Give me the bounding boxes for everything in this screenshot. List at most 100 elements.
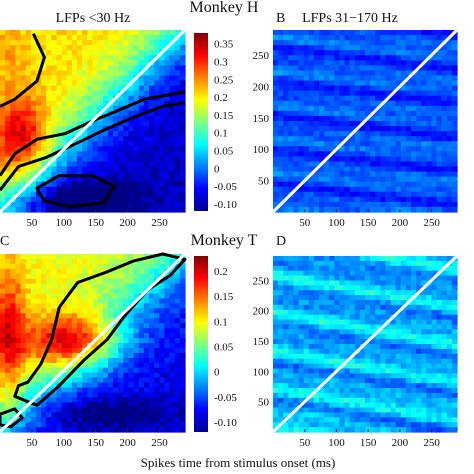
heatmap-cell — [15, 372, 22, 379]
heatmap-cell — [149, 30, 155, 36]
heatmap-cell — [56, 273, 63, 280]
heatmap-cell — [154, 201, 160, 208]
heatmap-cell — [154, 323, 160, 329]
heatmap-cell — [375, 206, 381, 213]
heatmap-cell — [41, 283, 47, 290]
heatmap-cell — [308, 339, 315, 345]
heatmap-cell — [385, 176, 392, 183]
heatmap-cell — [385, 35, 392, 41]
heatmap-cell — [51, 402, 58, 408]
heatmap-cell — [451, 105, 458, 112]
heatmap-cell — [359, 280, 366, 286]
heatmap-cell — [380, 412, 387, 418]
heatmap-cell — [375, 280, 381, 286]
heatmap-cell — [66, 407, 73, 413]
heatmap-cell — [154, 90, 160, 97]
heatmap-cell — [446, 45, 453, 51]
heatmap-cell — [339, 176, 346, 183]
heatmap-cell — [133, 347, 140, 354]
heatmap-cell — [82, 412, 88, 418]
heatmap-cell — [303, 121, 310, 127]
heatmap-cell — [97, 85, 104, 92]
heatmap-cell — [400, 329, 407, 335]
heatmap-cell — [303, 201, 310, 208]
heatmap-cell — [375, 407, 381, 414]
heatmap-cell — [82, 293, 88, 300]
heatmap-cell — [303, 295, 310, 301]
heatmap-cell — [77, 313, 83, 319]
heatmap-cell — [273, 412, 279, 418]
heatmap-cell — [113, 273, 119, 280]
heatmap-cell — [329, 388, 335, 394]
heatmap-cell — [416, 55, 422, 61]
heatmap-cell — [41, 85, 47, 92]
heatmap-cell — [35, 397, 42, 403]
heatmap-cell — [405, 65, 412, 72]
y-tick-label: 100 — [253, 144, 270, 156]
heatmap-cell — [123, 50, 130, 56]
heatmap-cell — [344, 304, 351, 311]
heatmap-cell — [46, 156, 52, 163]
heatmap-cell — [416, 35, 422, 41]
heatmap-cell — [416, 80, 422, 87]
heatmap-cell — [324, 80, 330, 87]
heatmap-cell — [308, 363, 315, 370]
heatmap-cell — [102, 333, 109, 339]
heatmap-cell — [349, 300, 356, 306]
heatmap-cell — [395, 348, 402, 355]
heatmap-cell — [133, 412, 140, 418]
heatmap-cell — [97, 273, 104, 280]
heatmap-cell — [370, 115, 376, 122]
heatmap-cell — [441, 60, 448, 66]
heatmap-cell — [426, 146, 433, 152]
heatmap-cell — [273, 280, 279, 286]
heatmap-cell — [41, 126, 47, 132]
heatmap-cell — [339, 388, 346, 394]
heatmap-cell — [138, 283, 145, 290]
heatmap-cell — [92, 283, 99, 290]
heatmap-cell — [46, 35, 52, 41]
heatmap-cell — [298, 304, 305, 311]
heatmap-cell — [349, 206, 356, 213]
heatmap-cell — [441, 186, 448, 193]
heatmap-cell — [354, 100, 361, 107]
heatmap-cell — [92, 146, 99, 152]
heatmap-cell — [411, 181, 417, 188]
heatmap-cell — [51, 333, 58, 339]
heatmap-cell — [133, 323, 140, 329]
heatmap-cell — [308, 290, 315, 296]
heatmap-cell — [324, 368, 330, 374]
heatmap-cell — [390, 65, 397, 72]
heatmap-cell — [107, 55, 114, 61]
heatmap-cell — [334, 334, 341, 340]
heatmap-cell — [308, 95, 315, 102]
heatmap-cell — [41, 422, 47, 428]
heatmap-cell — [390, 151, 397, 157]
heatmap-cell — [97, 283, 104, 290]
heatmap-cell — [51, 181, 58, 188]
heatmap-cell — [30, 343, 37, 349]
heatmap-cell — [411, 141, 417, 147]
heatmap-cell — [385, 181, 392, 188]
heatmap-cell — [349, 295, 356, 301]
heatmap-cell — [35, 115, 42, 122]
heatmap-cell — [174, 181, 181, 188]
heatmap-cell — [97, 347, 104, 354]
heatmap-cell — [354, 270, 361, 277]
heatmap-cell — [174, 268, 181, 275]
heatmap-cell — [128, 151, 135, 157]
heatmap-cell — [138, 60, 145, 66]
heatmap-cell — [298, 85, 305, 92]
heatmap-cell — [51, 367, 58, 374]
heatmap-cell — [51, 75, 58, 82]
heatmap-cell — [35, 352, 42, 359]
heatmap-cell — [87, 313, 94, 319]
heatmap-cell — [0, 328, 6, 334]
heatmap-cell — [143, 263, 150, 270]
heatmap-cell — [405, 344, 412, 350]
heatmap-cell — [370, 100, 376, 107]
heatmap-cell — [273, 339, 279, 345]
heatmap-cell — [159, 362, 166, 369]
heatmap-cell — [35, 151, 42, 157]
heatmap-cell — [71, 352, 78, 359]
